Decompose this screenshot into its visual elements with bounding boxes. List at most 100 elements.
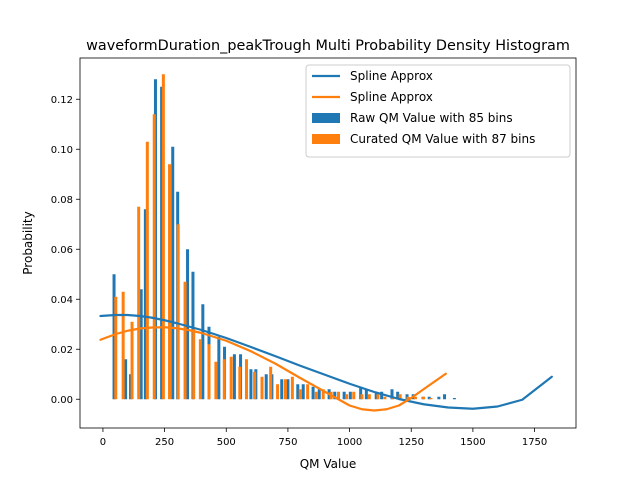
bar-series-1-7 [168,164,172,400]
bar-series-1-16 [238,366,242,400]
bar-series-0-1 [124,359,128,400]
bar-series-0-22 [286,379,290,400]
bar-series-0-6 [160,86,164,400]
bar-series-1-39 [413,396,417,400]
x-axis-label: QM Value [300,457,357,471]
bar-series-0-29 [342,391,346,400]
bar-series-0-36 [396,391,400,400]
bar-series-1-15 [229,356,233,400]
y-tick-label: 0.02 [51,345,73,356]
chart-title: waveformDuration_peakTrough Multi Probab… [86,38,570,54]
x-axis: 0 250 500 750 1000 1250 1500 1750 [100,428,547,448]
bar-series-1-20 [269,366,273,400]
bar-series-0-3 [139,289,143,400]
bar-series-1-41 [429,398,433,400]
legend: Spline Approx Spline Approx Raw QM Value w… [305,64,571,158]
bar-series-0-30 [348,391,352,400]
bar-series-0-41 [437,396,441,400]
y-axis: 0.00 0.02 0.04 0.06 0.08 0.10 0.12 [51,95,80,406]
bar-series-1-32 [360,394,364,400]
legend-label: Curated QM Value with 87 bins [350,132,535,146]
y-tick-label: 0.12 [51,95,73,106]
bar-series-1-27 [321,389,325,400]
spline-layer [99,313,553,412]
x-tick-label: 1000 [337,437,362,448]
x-tick-label: 1250 [399,437,424,448]
y-tick-label: 0.06 [51,245,73,256]
bar-series-1-11 [198,339,202,400]
y-axis-label: Probability [21,211,35,274]
bar-series-1-38 [406,396,410,400]
bar-series-1-25 [306,384,310,400]
bar-series-1-21 [276,384,280,400]
bar-series-1-29 [336,391,340,400]
bar-series-1-8 [176,224,180,400]
bar-series-1-34 [376,394,380,400]
bar-series-0-0 [112,274,116,400]
bar-series-1-35 [383,396,387,400]
bar-series-0-35 [390,389,394,400]
bar-series-1-31 [352,391,356,400]
bar-series-0-42 [443,394,447,400]
bar-layer [112,74,456,400]
bar-series-1-0 [114,296,118,400]
bar-series-1-37 [398,394,402,400]
x-tick-label: 1500 [460,437,485,448]
bar-series-1-12 [207,344,211,400]
bar-series-0-4 [143,209,147,400]
bar-series-1-26 [314,391,318,400]
spline-line-2 [99,313,553,410]
bar-series-0-24 [301,384,305,400]
bar-series-1-1 [121,291,125,400]
bar-series-0-40 [427,396,431,400]
y-tick-label: 0.04 [51,295,73,306]
bar-series-0-28 [333,391,337,400]
bar-series-1-3 [137,206,141,400]
bar-series-0-17 [249,369,253,400]
x-tick-label: 500 [217,437,236,448]
bar-series-0-33 [374,391,378,400]
legend-label: Raw QM Value with 85 bins [350,111,513,125]
bar-series-0-23 [296,384,300,400]
bar-series-1-30 [345,394,349,400]
legend-box [305,64,571,158]
legend-bar-swatch [312,134,340,144]
bar-series-0-31 [359,386,363,400]
bar-series-1-24 [298,389,302,400]
bar-series-1-17 [244,359,248,400]
bar-series-0-34 [380,391,384,400]
bar-series-0-7 [171,146,175,400]
y-tick-label: 0.10 [51,145,73,156]
bar-series-1-5 [152,114,156,400]
x-tick-label: 250 [155,437,174,448]
bar-series-1-33 [367,394,371,400]
x-tick-label: 750 [278,437,297,448]
y-tick-label: 0.00 [51,395,73,406]
bar-series-1-14 [222,359,226,400]
legend-label: Spline Approx [350,69,433,83]
bar-series-1-18 [253,371,257,400]
bar-series-0-15 [232,354,236,400]
bar-series-1-2 [130,321,134,400]
bar-series-0-11 [201,304,205,400]
legend-bar-swatch [312,113,340,123]
bar-series-0-19 [264,374,268,400]
bar-series-1-19 [260,376,264,400]
x-tick-label: 0 [100,437,106,448]
bar-series-0-9 [186,249,190,400]
bar-series-1-9 [183,281,187,400]
bar-series-1-4 [145,141,149,400]
plot-frame [79,57,577,429]
bar-series-1-40 [422,396,426,400]
spline-line-3 [99,326,447,412]
bar-series-1-22 [283,379,287,400]
x-tick-label: 1750 [522,437,547,448]
bar-series-1-23 [290,376,294,400]
bar-series-0-43 [452,398,456,400]
bar-series-1-13 [214,361,218,400]
y-tick-label: 0.08 [51,195,73,206]
bar-series-0-25 [311,386,315,400]
bar-series-0-21 [280,379,284,400]
bar-series-0-13 [217,336,221,400]
